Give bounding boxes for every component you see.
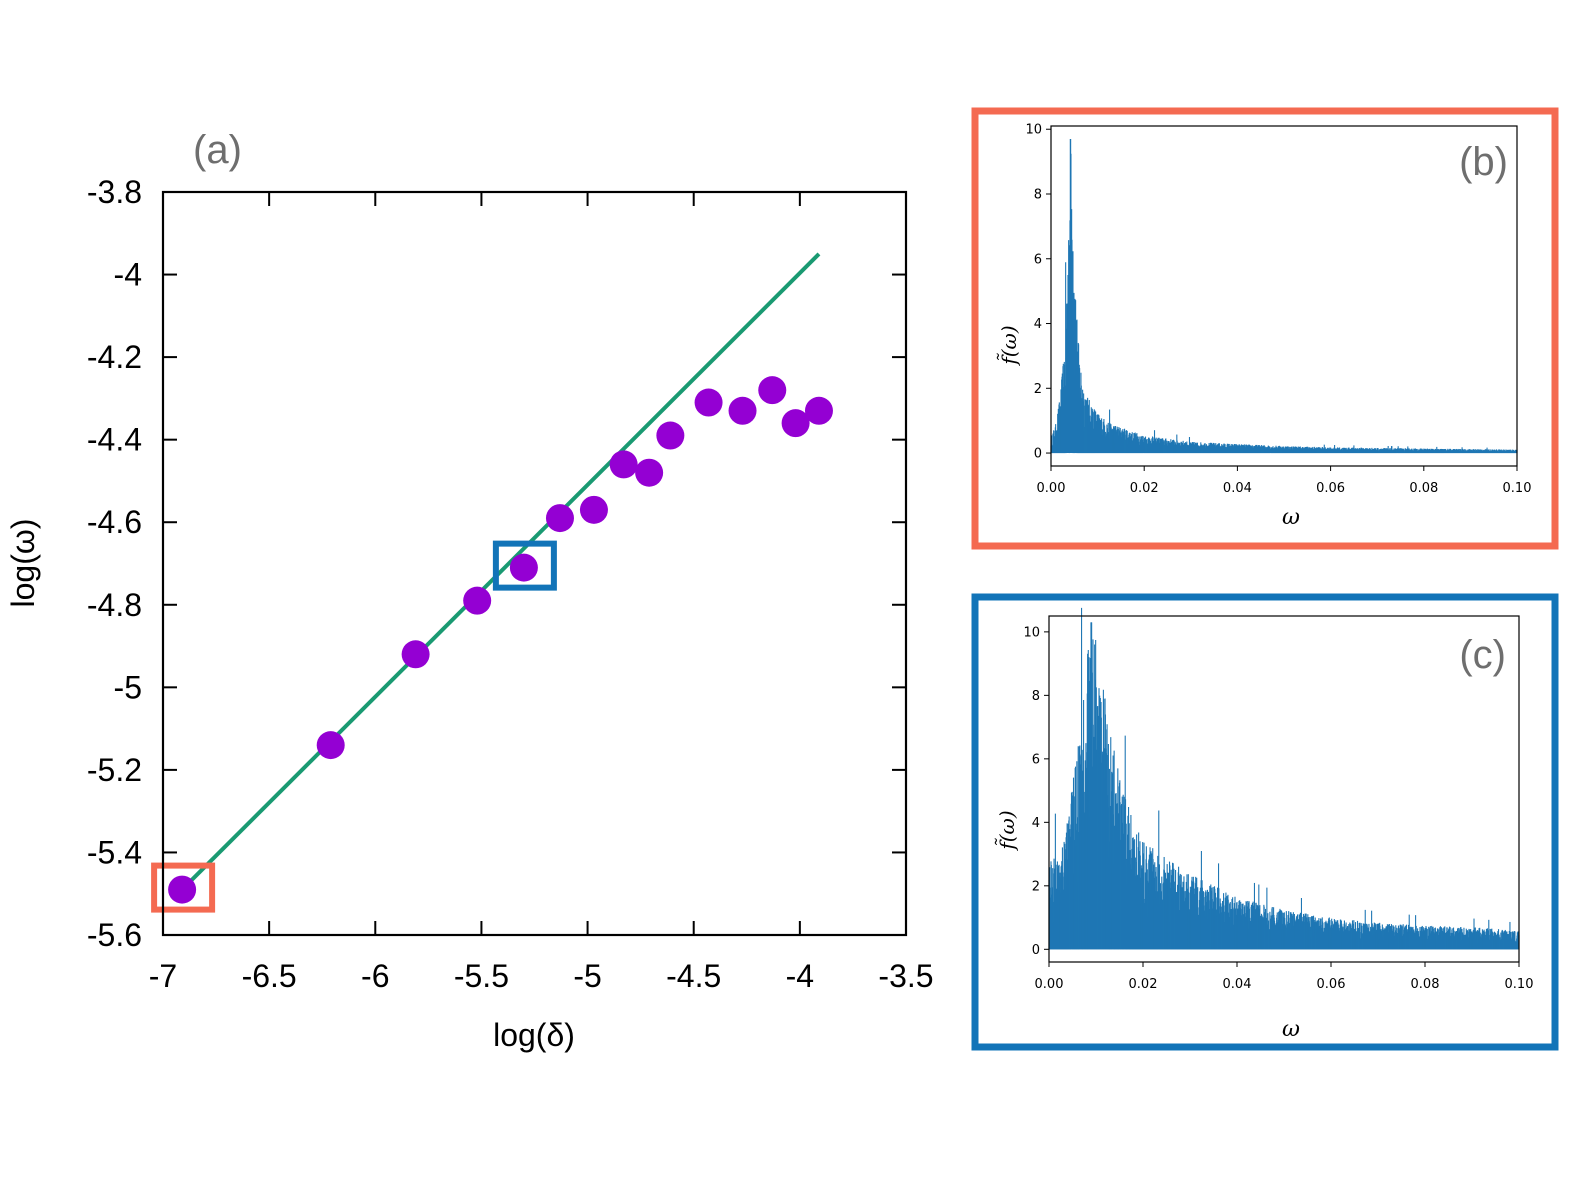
spectrum-y-tick-label: 0 bbox=[1032, 943, 1040, 958]
data-point bbox=[579, 495, 608, 524]
spectrum-x-tick-label: 0.00 bbox=[1035, 977, 1064, 992]
x-tick-label: -7 bbox=[149, 958, 177, 994]
data-point bbox=[656, 421, 685, 450]
y-tick-label: -3.8 bbox=[87, 174, 142, 210]
spectrum-y-tick-label: 2 bbox=[1034, 382, 1042, 397]
data-point bbox=[609, 450, 638, 479]
panel-b-spectrum: 0.00 0.02 0.04 0.06 0.08 0.10 0 2 4 6 8 10 ω f̃(ω)… bbox=[971, 107, 1559, 550]
data-point bbox=[694, 388, 723, 417]
spectrum-x-tick-label: 0.02 bbox=[1129, 977, 1158, 992]
data-point bbox=[401, 640, 430, 669]
highlight-box-c bbox=[492, 540, 557, 591]
y-tick-label: -4 bbox=[114, 257, 142, 293]
spectrum-y-tick-label: 6 bbox=[1034, 252, 1042, 267]
spectrum-c-y-ticks: 0 2 4 6 8 10 bbox=[1023, 625, 1049, 958]
x-tick-label: -6.5 bbox=[242, 958, 297, 994]
panel-c-border bbox=[971, 593, 1559, 1051]
y-axis-title: log(ω) bbox=[5, 519, 41, 608]
panel-b-border bbox=[971, 107, 1559, 550]
spectrum-y-tick-label: 2 bbox=[1032, 879, 1040, 894]
y-axis-ticks: -3.8 -4 -4.2 -4.4 -4.6 -4.8 -5 -5.2 -5.4 -5.6 bbox=[87, 174, 906, 953]
data-point bbox=[463, 586, 492, 615]
panel-a-scatter: (a) -7 -6.5 -6 -5.5 -5 -4.5 -4 -3.5 -3.8-4-4.2-… bbox=[5, 128, 934, 1053]
spectrum-x-tick-label: 0.06 bbox=[1317, 977, 1346, 992]
y-tick-label: -5 bbox=[114, 669, 142, 705]
data-point bbox=[804, 396, 833, 425]
y-tick-label: -4.4 bbox=[87, 422, 142, 458]
spectrum-b-x-title: ω bbox=[1282, 505, 1300, 530]
spectrum-y-tick-label: 8 bbox=[1034, 188, 1042, 203]
x-tick-label: -4.5 bbox=[666, 958, 721, 994]
data-point bbox=[545, 504, 574, 533]
spectrum-x-tick-label: 0.10 bbox=[1503, 481, 1532, 496]
data-point bbox=[316, 731, 345, 760]
spectrum-c-bars bbox=[1048, 607, 1520, 950]
spectrum-y-tick-label: 8 bbox=[1032, 689, 1040, 704]
spectrum-y-tick-label: 0 bbox=[1034, 447, 1042, 462]
spectrum-y-tick-label: 4 bbox=[1032, 816, 1040, 831]
highlight-boxes-layer bbox=[151, 540, 557, 913]
plot-frame-a bbox=[161, 190, 908, 937]
spectrum-b-bars bbox=[1050, 138, 1518, 454]
y-tick-label: -5.4 bbox=[87, 834, 142, 870]
spectrum-x-tick-label: 0.08 bbox=[1411, 977, 1440, 992]
data-point bbox=[728, 396, 757, 425]
x-tick-label: -6 bbox=[361, 958, 389, 994]
spectrum-x-tick-label: 0.08 bbox=[1409, 481, 1438, 496]
y-tick-label: -4.2 bbox=[87, 339, 142, 375]
spectrum-x-tick-label: 0.06 bbox=[1316, 481, 1345, 496]
x-tick-label: -3.5 bbox=[878, 958, 933, 994]
data-point bbox=[635, 458, 664, 487]
spectrum-y-tick-label: 10 bbox=[1023, 625, 1040, 640]
spectrum-x-tick-label: 0.02 bbox=[1130, 481, 1159, 496]
spectrum-y-tick-label: 6 bbox=[1032, 752, 1040, 767]
spectrum-b-y-ticks: 0 2 4 6 8 10 bbox=[1025, 123, 1051, 462]
spectrum-c-x-title: ω bbox=[1282, 1017, 1300, 1042]
spectrum-x-tick-label: 0.10 bbox=[1505, 977, 1534, 992]
spectrum-c-x-ticks: 0.00 0.02 0.04 0.06 0.08 0.10 bbox=[1035, 962, 1534, 992]
spectrum-x-tick-label: 0.04 bbox=[1223, 977, 1252, 992]
spectrum-c-y-title: f̃(ω) bbox=[995, 810, 1019, 851]
panel-c-label: (c) bbox=[1459, 633, 1506, 677]
panel-c-spectrum: 0.00 0.02 0.04 0.06 0.08 0.10 0 2 4 6 8 10 ω f̃(ω)… bbox=[971, 593, 1559, 1051]
data-point bbox=[758, 376, 787, 405]
y-tick-label: -4.8 bbox=[87, 587, 142, 623]
panel-b-label: (b) bbox=[1459, 140, 1508, 184]
y-tick-label: -4.6 bbox=[87, 504, 142, 540]
spectrum-x-tick-label: 0.04 bbox=[1223, 481, 1252, 496]
data-point bbox=[781, 409, 810, 438]
x-tick-label: -4 bbox=[786, 958, 814, 994]
plot-frame-b bbox=[1050, 125, 1518, 467]
spectrum-y-tick-label: 10 bbox=[1025, 123, 1042, 138]
x-tick-label: -5 bbox=[573, 958, 601, 994]
spectrum-x-tick-label: 0.00 bbox=[1037, 481, 1066, 496]
spectrum-y-tick-label: 4 bbox=[1034, 317, 1042, 332]
highlight-box-b bbox=[151, 862, 216, 913]
y-tick-label: -5.2 bbox=[87, 752, 142, 788]
spectrum-b-y-title: f̃(ω) bbox=[997, 325, 1021, 366]
plot-frame-c bbox=[1048, 615, 1520, 963]
x-axis-ticks: -7 -6.5 -6 -5.5 -5 -4.5 -4 -3.5 bbox=[149, 192, 934, 994]
y-tick-label: -5.6 bbox=[87, 917, 142, 953]
x-axis-title: log(δ) bbox=[493, 1017, 575, 1053]
spectrum-b-x-ticks: 0.00 0.02 0.04 0.06 0.08 0.10 bbox=[1037, 466, 1532, 496]
data-points-layer bbox=[168, 376, 833, 904]
fit-line bbox=[180, 252, 821, 892]
data-point bbox=[168, 875, 197, 904]
fit-line-layer bbox=[180, 252, 821, 892]
panel-a-label: (a) bbox=[193, 128, 242, 172]
data-point bbox=[509, 553, 538, 582]
x-tick-label: -5.5 bbox=[454, 958, 509, 994]
